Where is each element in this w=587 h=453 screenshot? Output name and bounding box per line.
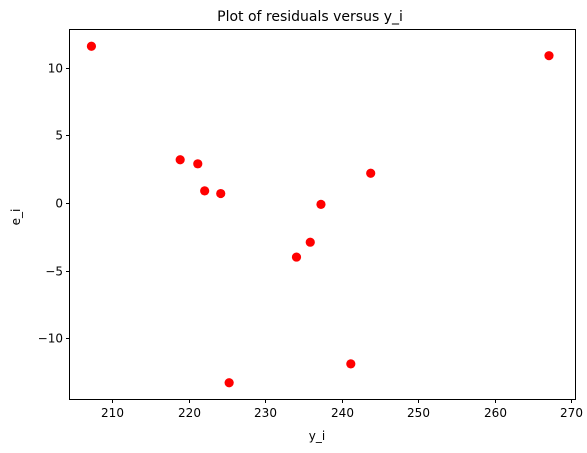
plot-area [86,41,554,388]
y-tick-label: −10 [38,332,63,346]
data-point [544,51,554,61]
data-point [175,155,185,165]
x-tick-label: 220 [178,406,201,420]
x-tick-label: 250 [407,406,430,420]
x-tick-label: 260 [484,406,507,420]
data-point [216,188,226,199]
data-point [86,41,97,51]
x-axis-label: y_i [309,429,325,443]
data-point [291,252,302,262]
chart-title: Plot of residuals versus y_i [217,9,403,25]
data-point [193,159,203,169]
y-axis-label: e_i [9,209,23,226]
axis-ticks: 210 220 230 240 250 260 270 −10 −5 0 5 10 [38,62,583,421]
data-point [305,237,315,247]
axes-frame [69,29,576,400]
y-tick-label: 0 [55,197,63,211]
y-tick-label: 5 [55,129,63,143]
x-tick-label: 230 [254,406,277,420]
x-tick-label: 270 [560,406,583,420]
x-tick-label: 240 [331,406,354,420]
data-point [316,199,326,209]
y-tick-label: −5 [45,265,63,279]
data-point [200,186,210,196]
data-point [366,168,376,178]
x-tick-label: 210 [101,406,124,420]
data-point [224,378,234,388]
data-point [346,359,356,369]
y-tick-label: 10 [48,62,63,76]
